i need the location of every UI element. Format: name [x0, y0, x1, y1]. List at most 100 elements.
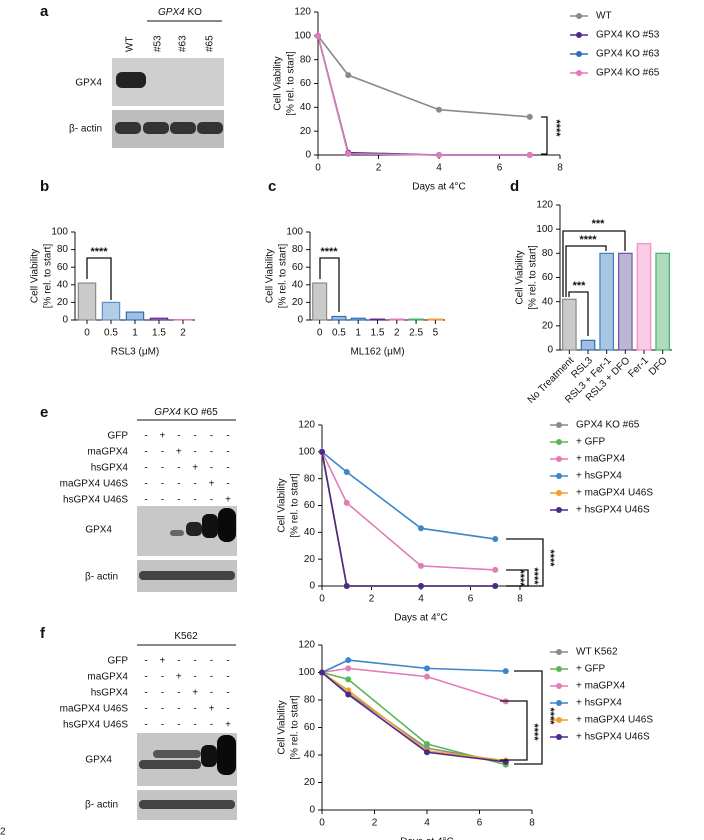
treatment-sign: - [194, 479, 197, 490]
treatment-sign: - [194, 672, 197, 683]
lane-label: WT [125, 36, 136, 52]
legend-label: GPX4 KO #65 [596, 68, 660, 79]
data-point [345, 665, 352, 672]
treatment-sign: - [226, 463, 229, 474]
x-tick-label: 1 [132, 328, 138, 339]
y-tick-label: 0 [309, 805, 315, 816]
data-point [492, 566, 499, 573]
bar [655, 252, 670, 351]
data-point [424, 673, 430, 680]
data-point [345, 676, 352, 683]
treatment-sign: - [177, 431, 180, 442]
y-tick-label: 20 [304, 777, 316, 788]
legend-label: GPX4 KO #63 [596, 49, 660, 60]
data-point [319, 669, 325, 676]
treatment-sign: - [210, 495, 213, 506]
x-axis-label: RSL3 (μM) [111, 347, 160, 358]
bar [125, 311, 145, 321]
x-axis-label: Days at 4°C [412, 182, 465, 193]
series-line [321, 451, 496, 587]
legend-marker [576, 51, 582, 57]
treatment-sign: - [226, 656, 229, 667]
x-axis-label: Days at 4°C [394, 613, 447, 624]
significance-label: **** [528, 567, 540, 585]
treatment-sign: + [209, 479, 215, 490]
series-line [321, 671, 506, 762]
y-tick-label: 40 [292, 279, 304, 290]
series-line [321, 451, 496, 540]
x-tick-label: 2 [180, 328, 186, 339]
y-tick-label: 100 [298, 667, 315, 678]
treatment-sign: - [144, 672, 147, 683]
x-tick-label: DFO [647, 355, 670, 378]
legend-label: + hsGPX4 [576, 471, 622, 482]
y-tick-label: 80 [300, 54, 312, 65]
y-tick-label: 80 [304, 473, 316, 484]
x-tick-label: 2 [369, 594, 375, 605]
series-line [321, 451, 496, 571]
treatment-sign: - [161, 495, 164, 506]
treatment-sign: + [209, 704, 215, 715]
bar [77, 282, 97, 321]
y-axis-label: Cell Viability [277, 478, 288, 532]
significance-bracket [562, 230, 626, 297]
legend-marker [576, 13, 582, 19]
treatment-sign: - [177, 704, 180, 715]
x-tick-label: 2 [394, 328, 400, 339]
treatment-label: maGPX4 U46S [60, 704, 129, 715]
y-tick-label: 100 [298, 446, 315, 457]
blot-header-gene: GPX4 [154, 407, 181, 418]
legend-label: GPX4 KO #53 [596, 30, 660, 41]
x-tick-label: Fer-1 [626, 355, 651, 380]
band-label: GPX4 [85, 525, 112, 536]
data-point [424, 665, 430, 672]
x-tick-label: 1.5 [371, 328, 385, 339]
x-tick-label: 2.5 [409, 328, 423, 339]
panel-letter: a [40, 3, 49, 20]
x-tick-label: 4 [424, 818, 430, 829]
blot-header-text: KO #65 [181, 407, 218, 418]
blot-header: GPX4 KO [158, 7, 202, 18]
significance-label: *** [592, 218, 606, 230]
legend-label: + maGPX4 [576, 454, 626, 465]
legend-marker [556, 717, 562, 723]
page-number: 2 [0, 827, 6, 838]
x-tick-label: 0 [315, 163, 321, 174]
significance-label: *** [573, 280, 587, 292]
treatment-sign: - [210, 720, 213, 731]
treatment-sign: - [194, 720, 197, 731]
treatment-sign: + [159, 656, 165, 667]
significance-bracket [500, 700, 528, 761]
significance-bracket [541, 116, 548, 155]
treatment-sign: - [161, 447, 164, 458]
treatment-sign: - [194, 495, 197, 506]
legend-marker [556, 649, 562, 655]
x-tick-label: 2 [376, 163, 382, 174]
legend-label: + GFP [576, 664, 606, 675]
bar [599, 252, 614, 351]
treatment-sign: - [210, 672, 213, 683]
treatment-sign: + [159, 431, 165, 442]
treatment-sign: - [226, 431, 229, 442]
blot-header-text: K562 [174, 631, 198, 642]
x-tick-label: 2 [372, 818, 378, 829]
y-tick-label: 0 [309, 581, 315, 592]
data-point [418, 525, 424, 532]
x-tick-label: 0 [84, 328, 90, 339]
x-tick-label: 6 [497, 163, 503, 174]
y-tick-label: 40 [57, 279, 69, 290]
series-line [321, 671, 506, 766]
band-label: GPX4 [85, 755, 112, 766]
treatment-sign: + [176, 672, 182, 683]
treatment-sign: - [177, 495, 180, 506]
treatment-sign: - [194, 431, 197, 442]
y-tick-label: 60 [542, 272, 554, 283]
bar [562, 298, 577, 351]
panel-letter: d [510, 178, 519, 195]
data-point [502, 668, 509, 675]
bar [149, 317, 169, 321]
y-axis-label: Cell Viability [273, 56, 284, 110]
x-tick-label: 4 [418, 594, 424, 605]
y-tick-label: 20 [57, 297, 69, 308]
significance-bracket [319, 257, 340, 312]
